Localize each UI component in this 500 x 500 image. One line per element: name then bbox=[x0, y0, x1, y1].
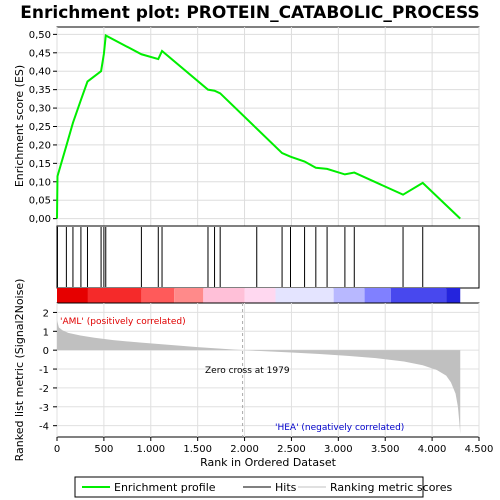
metric-tick-label: 2 bbox=[43, 308, 49, 319]
es-axis-label: Enrichment score (ES) bbox=[13, 65, 26, 187]
positive-correlation-label: 'AML' (positively correlated) bbox=[60, 317, 186, 327]
es-tick-label: 0,30 bbox=[29, 104, 51, 115]
hits-panel bbox=[56, 225, 480, 289]
metric-tick-label: -3 bbox=[39, 403, 49, 414]
ranking-metric-area bbox=[57, 319, 461, 435]
es-axis: 0,00 0,05 0,10 0,15 0,20 0,25 0,30 0,35 0,40 0,45… bbox=[29, 30, 57, 225]
es-tick-label: 0,05 bbox=[29, 196, 51, 207]
metric-panel bbox=[56, 302, 480, 438]
es-tick-label: 0,10 bbox=[29, 177, 51, 188]
heatmap-segment bbox=[333, 288, 365, 303]
x-tick-label: 0 bbox=[54, 444, 60, 455]
heatmap-segment bbox=[244, 288, 276, 303]
chart-title: Enrichment plot: PROTEIN_CATABOLIC_PROCE… bbox=[20, 3, 479, 23]
x-tick-label: 4.500 bbox=[465, 444, 494, 455]
metric-axis-label: Ranked list metric (Signal2Noise) bbox=[13, 279, 26, 462]
heatmap-segment bbox=[57, 288, 88, 303]
es-tick-label: 0,00 bbox=[29, 214, 51, 225]
heatmap-segment bbox=[203, 288, 245, 303]
legend-metric-label: Ranking metric scores bbox=[330, 481, 452, 494]
x-tick-label: 2.500 bbox=[277, 444, 306, 455]
x-tick-label: 4.000 bbox=[418, 444, 447, 455]
metric-tick-label: 0 bbox=[43, 346, 49, 357]
es-tick-label: 0,50 bbox=[29, 30, 51, 41]
metric-tick-label: -4 bbox=[39, 422, 49, 433]
x-tick-label: 2.000 bbox=[230, 444, 259, 455]
heatmap-segment bbox=[446, 288, 461, 303]
x-tick-label: 3.000 bbox=[324, 444, 353, 455]
es-tick-label: 0,25 bbox=[29, 122, 51, 133]
es-gridlines bbox=[56, 27, 480, 226]
heatmap-segment bbox=[364, 288, 391, 303]
metric-axis: 2 1 0 -1 -2 -3 -4 bbox=[39, 308, 57, 433]
enrichment-profile-line bbox=[56, 33, 461, 220]
hit-marks bbox=[56, 227, 424, 287]
legend-hits-label: Hits bbox=[275, 481, 297, 494]
x-axis-label: Rank in Ordered Dataset bbox=[200, 456, 337, 469]
zero-cross-label: Zero cross at 1979 bbox=[205, 366, 290, 376]
heatmap-segment bbox=[390, 288, 447, 303]
x-tick-label: 1.000 bbox=[136, 444, 165, 455]
metric-tick-label: -1 bbox=[39, 365, 49, 376]
x-tick-label: 500 bbox=[94, 444, 113, 455]
metric-tick-label: 1 bbox=[43, 327, 49, 338]
metric-tick-label: -2 bbox=[39, 384, 49, 395]
legend-enrichment-label: Enrichment profile bbox=[114, 481, 216, 494]
es-tick-label: 0,35 bbox=[29, 85, 51, 96]
x-axis: 0 500 1.000 1.500 2.000 2.500 3.000 3.500 4.000 4… bbox=[54, 437, 494, 455]
x-tick-label: 3.500 bbox=[371, 444, 400, 455]
heatmap-segment bbox=[87, 288, 142, 303]
heatmap-segment bbox=[275, 288, 334, 303]
es-tick-label: 0,45 bbox=[29, 48, 51, 59]
x-tick-label: 1.500 bbox=[183, 444, 212, 455]
negative-correlation-label: 'HEA' (negatively correlated) bbox=[275, 423, 404, 433]
es-tick-label: 0,40 bbox=[29, 67, 51, 78]
heatmap-segment bbox=[174, 288, 204, 303]
es-tick-label: 0,15 bbox=[29, 159, 51, 170]
es-tick-label: 0,20 bbox=[29, 140, 51, 151]
heatmap-segment bbox=[141, 288, 175, 303]
rank-heatmap-bar bbox=[57, 288, 461, 303]
